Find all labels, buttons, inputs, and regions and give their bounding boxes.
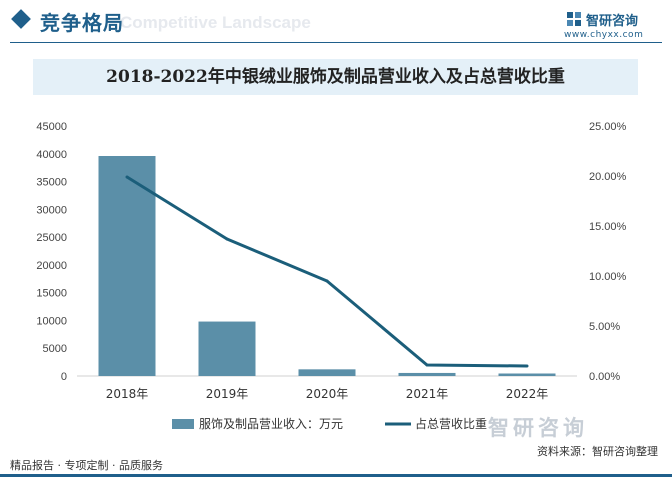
x-tick-label: 2019年 [206, 387, 249, 401]
x-tick-label: 2018年 [106, 387, 149, 401]
page-header: Competitive Landscape 竞争格局 智研咨询 www.chyx… [0, 0, 672, 46]
y-left-tick-label: 15000 [36, 288, 67, 300]
y-left-tick-label: 40000 [36, 149, 67, 161]
page-title: 竞争格局 [40, 11, 124, 35]
y-left-tick-label: 0 [61, 371, 67, 383]
brand-url: www.chyxx.com [564, 30, 644, 40]
bar [198, 321, 256, 376]
y-left-tick-label: 20000 [36, 260, 67, 272]
line-point [525, 364, 529, 368]
chart-title: 2018-2022年中银绒业服饰及制品营业收入及占总营收比重 [106, 67, 565, 87]
legend-label-bar: 服饰及制品营业收入：万元 [199, 417, 343, 431]
bar [498, 373, 556, 376]
bottom-bar [0, 474, 672, 477]
line-series [126, 175, 528, 368]
line-point [125, 175, 129, 179]
footer-watermark: 智研咨询 [488, 416, 588, 440]
y-left-tick-label: 45000 [36, 121, 67, 133]
source-note: 资料来源：智研咨询整理 [537, 445, 658, 458]
bar [298, 369, 356, 376]
y-right-tick-label: 5.00% [589, 321, 620, 333]
header-divider [10, 42, 662, 43]
line-point [225, 237, 229, 241]
bar [398, 372, 456, 376]
footer-slogan: 精品报告 · 专项定制 · 品质服务 [10, 459, 163, 472]
legend-label-line: 占总营收比重 [415, 416, 487, 431]
brand-name: 智研咨询 [586, 14, 639, 29]
brand-logo-icon [567, 12, 581, 26]
chart-title-box: 2018-2022年中银绒业服饰及制品营业收入及占总营收比重 [33, 59, 638, 95]
x-tick-label: 2020年 [306, 387, 349, 401]
y-right-tick-label: 15.00% [589, 221, 627, 233]
y-right-tick-label: 0.00% [589, 371, 620, 383]
y-left-tick-label: 30000 [36, 204, 67, 216]
x-tick-label: 2021年 [406, 387, 449, 401]
brand-logo: 智研咨询 www.chyxx.com [560, 8, 670, 44]
y-right-tick-label: 10.00% [589, 271, 627, 283]
line-point [425, 363, 429, 367]
y-right-tick-label: 25.00% [589, 121, 627, 133]
y-left-tick-label: 10000 [36, 315, 67, 327]
legend-swatch-bar [172, 419, 194, 429]
y-left-tick-label: 35000 [36, 177, 67, 189]
header-watermark: Competitive Landscape [120, 13, 311, 32]
line-point [325, 279, 329, 283]
x-tick-label: 2022年 [506, 387, 549, 401]
y-left-tick-label: 25000 [36, 232, 67, 244]
bar [98, 156, 156, 376]
y-right-tick-label: 20.00% [589, 171, 627, 183]
y-left-tick-label: 5000 [43, 343, 67, 355]
